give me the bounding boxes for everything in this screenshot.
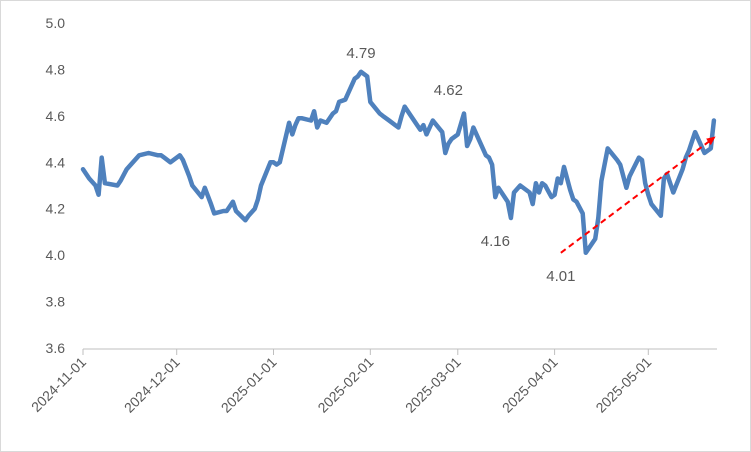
y-tick-label: 3.6 [46, 340, 66, 356]
y-tick-labels: 3.6 3.8 4.0 4.2 4.4 4.6 4.8 5.0 [46, 15, 66, 356]
y-tick-label: 4.2 [46, 201, 66, 217]
data-label: 4.01 [546, 268, 575, 285]
x-axis [82, 348, 717, 355]
y-tick-label: 4.4 [46, 154, 66, 170]
y-tick-label: 4.8 [46, 61, 66, 77]
y-tick-label: 5.0 [46, 15, 66, 31]
y-tick-label: 4.6 [46, 108, 66, 124]
data-label: 4.16 [481, 233, 510, 250]
series-line [80, 69, 717, 256]
trend-group [560, 136, 716, 254]
y-tick-label: 4.0 [46, 247, 66, 263]
annotation-group: 4.79 4.62 4.16 4.01 [346, 45, 575, 285]
series-group [80, 69, 717, 256]
data-label: 4.62 [434, 82, 463, 99]
y-tick-label: 3.8 [46, 294, 66, 310]
data-label: 4.79 [346, 45, 375, 62]
trend-arrow [560, 136, 716, 254]
